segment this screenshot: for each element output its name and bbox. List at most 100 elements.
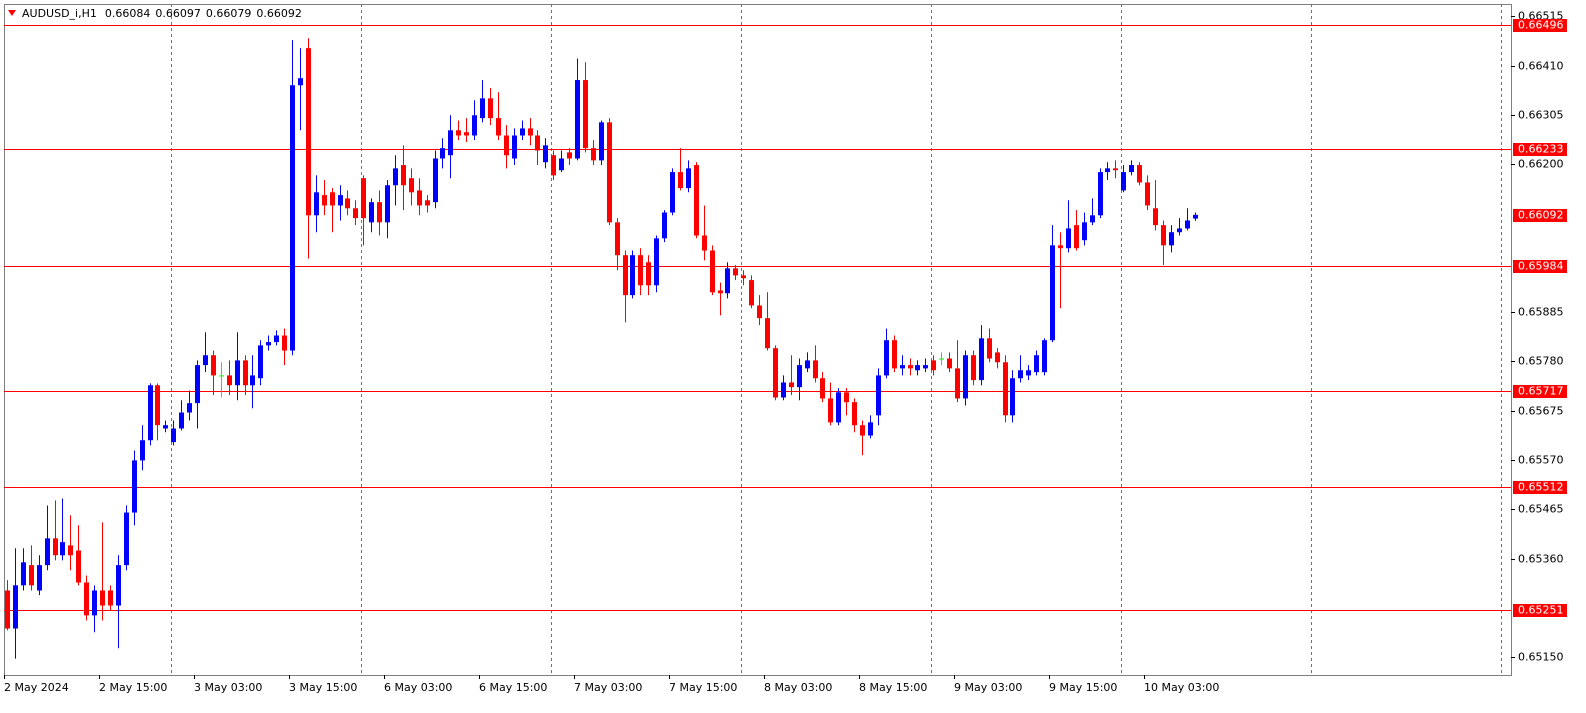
candle-body xyxy=(464,132,469,136)
candle-body xyxy=(1003,362,1008,416)
candle-body xyxy=(923,365,928,369)
candle-body xyxy=(148,385,153,441)
level-label: 0.66233 xyxy=(1518,143,1564,156)
candle-body xyxy=(504,135,509,156)
candle-body xyxy=(345,198,350,209)
candle-body xyxy=(1066,228,1071,249)
candle-body xyxy=(266,342,271,346)
candle-body xyxy=(868,422,873,436)
candle-body xyxy=(1153,208,1158,226)
candle-body xyxy=(243,360,248,386)
candle-body xyxy=(939,358,944,360)
candle-body xyxy=(789,382,794,388)
x-tick-label: 8 May 15:00 xyxy=(859,681,927,694)
x-tick-label: 9 May 15:00 xyxy=(1049,681,1117,694)
candle-body xyxy=(393,168,398,186)
header-close: 0.66092 xyxy=(256,7,302,20)
candle-body xyxy=(1034,355,1039,373)
candle-body xyxy=(306,48,311,216)
candle-body xyxy=(338,195,343,206)
candle-body xyxy=(623,255,628,296)
level-label-bg xyxy=(1513,19,1567,32)
candle-body xyxy=(995,352,1000,363)
level-label-bg xyxy=(1513,604,1567,617)
candle-body xyxy=(417,190,422,206)
x-tick-label: 2 May 15:00 xyxy=(99,681,167,694)
candle-body xyxy=(282,335,287,351)
candle-body xyxy=(892,340,897,369)
candle-body xyxy=(433,158,438,203)
candle-body xyxy=(1169,232,1174,246)
candle-body xyxy=(171,428,176,443)
candle-body xyxy=(773,348,778,398)
candle-body xyxy=(876,375,881,416)
candle-body xyxy=(1098,172,1103,216)
x-tick-label: 3 May 15:00 xyxy=(289,681,357,694)
candle-body xyxy=(322,195,327,206)
candle-body xyxy=(448,130,453,156)
candle-body xyxy=(908,365,913,369)
level-label-bg xyxy=(1513,143,1567,156)
candle-body xyxy=(694,165,699,236)
level-label: 0.65251 xyxy=(1518,604,1564,617)
candle-body xyxy=(425,200,430,206)
chart-header: AUDUSD_i,H1 0.66084 0.66097 0.66079 0.66092 xyxy=(22,7,302,20)
candle-body xyxy=(1074,225,1079,249)
candle-body xyxy=(512,135,517,159)
candle-body xyxy=(179,412,184,429)
axes: 0.665150.664100.663050.662000.658850.657… xyxy=(4,10,1567,694)
candle-body xyxy=(456,130,461,136)
candle-body xyxy=(963,355,968,399)
level-label-bg xyxy=(1513,385,1567,398)
candle-body xyxy=(1090,215,1095,223)
candle-body xyxy=(947,358,952,369)
candle-body xyxy=(931,360,936,371)
candle-body xyxy=(884,340,889,376)
candle-body xyxy=(1193,214,1198,219)
header-open: 0.66084 xyxy=(105,7,151,20)
candle-body xyxy=(805,360,810,369)
candle-body xyxy=(551,155,556,176)
candle-body xyxy=(543,145,548,163)
candle-body xyxy=(979,338,984,381)
x-tick-label: 3 May 03:00 xyxy=(194,681,262,694)
bid-label: 0.66092 xyxy=(1518,209,1564,222)
candle-body xyxy=(686,168,691,189)
chart-title: AUDUSD_i,H1 xyxy=(22,7,97,20)
candle-body xyxy=(520,128,525,136)
candle-body xyxy=(235,360,240,386)
candle-body xyxy=(836,392,841,423)
candle-body xyxy=(100,590,105,606)
y-tick-label: 0.66410 xyxy=(1518,60,1564,73)
candle-body xyxy=(820,378,825,399)
candle-body xyxy=(211,355,216,376)
candle-body xyxy=(987,338,992,359)
x-tick-label: 7 May 03:00 xyxy=(574,681,642,694)
candle-body xyxy=(1042,340,1047,373)
candle-body xyxy=(900,365,905,369)
x-tick-label: 6 May 03:00 xyxy=(384,681,452,694)
candle-body xyxy=(132,460,137,513)
candle-body xyxy=(488,98,493,119)
level-label-bg xyxy=(1513,260,1567,273)
x-tick-label: 8 May 03:00 xyxy=(764,681,832,694)
candle-body xyxy=(749,280,754,306)
candle-body xyxy=(401,165,406,186)
symbol-menu-arrow xyxy=(8,10,16,16)
candle-body xyxy=(84,582,89,616)
candle-body xyxy=(369,202,374,223)
candle-body xyxy=(258,345,263,379)
candle-body xyxy=(274,335,279,343)
candle-body xyxy=(725,268,730,294)
candle-body xyxy=(37,565,42,591)
candle-body xyxy=(678,172,683,189)
candles xyxy=(5,38,1198,659)
candle-body xyxy=(710,250,715,293)
x-tick-label: 6 May 15:00 xyxy=(479,681,547,694)
candle-body xyxy=(591,148,596,161)
candle-body xyxy=(1010,378,1015,416)
level-label: 0.65984 xyxy=(1518,260,1564,273)
